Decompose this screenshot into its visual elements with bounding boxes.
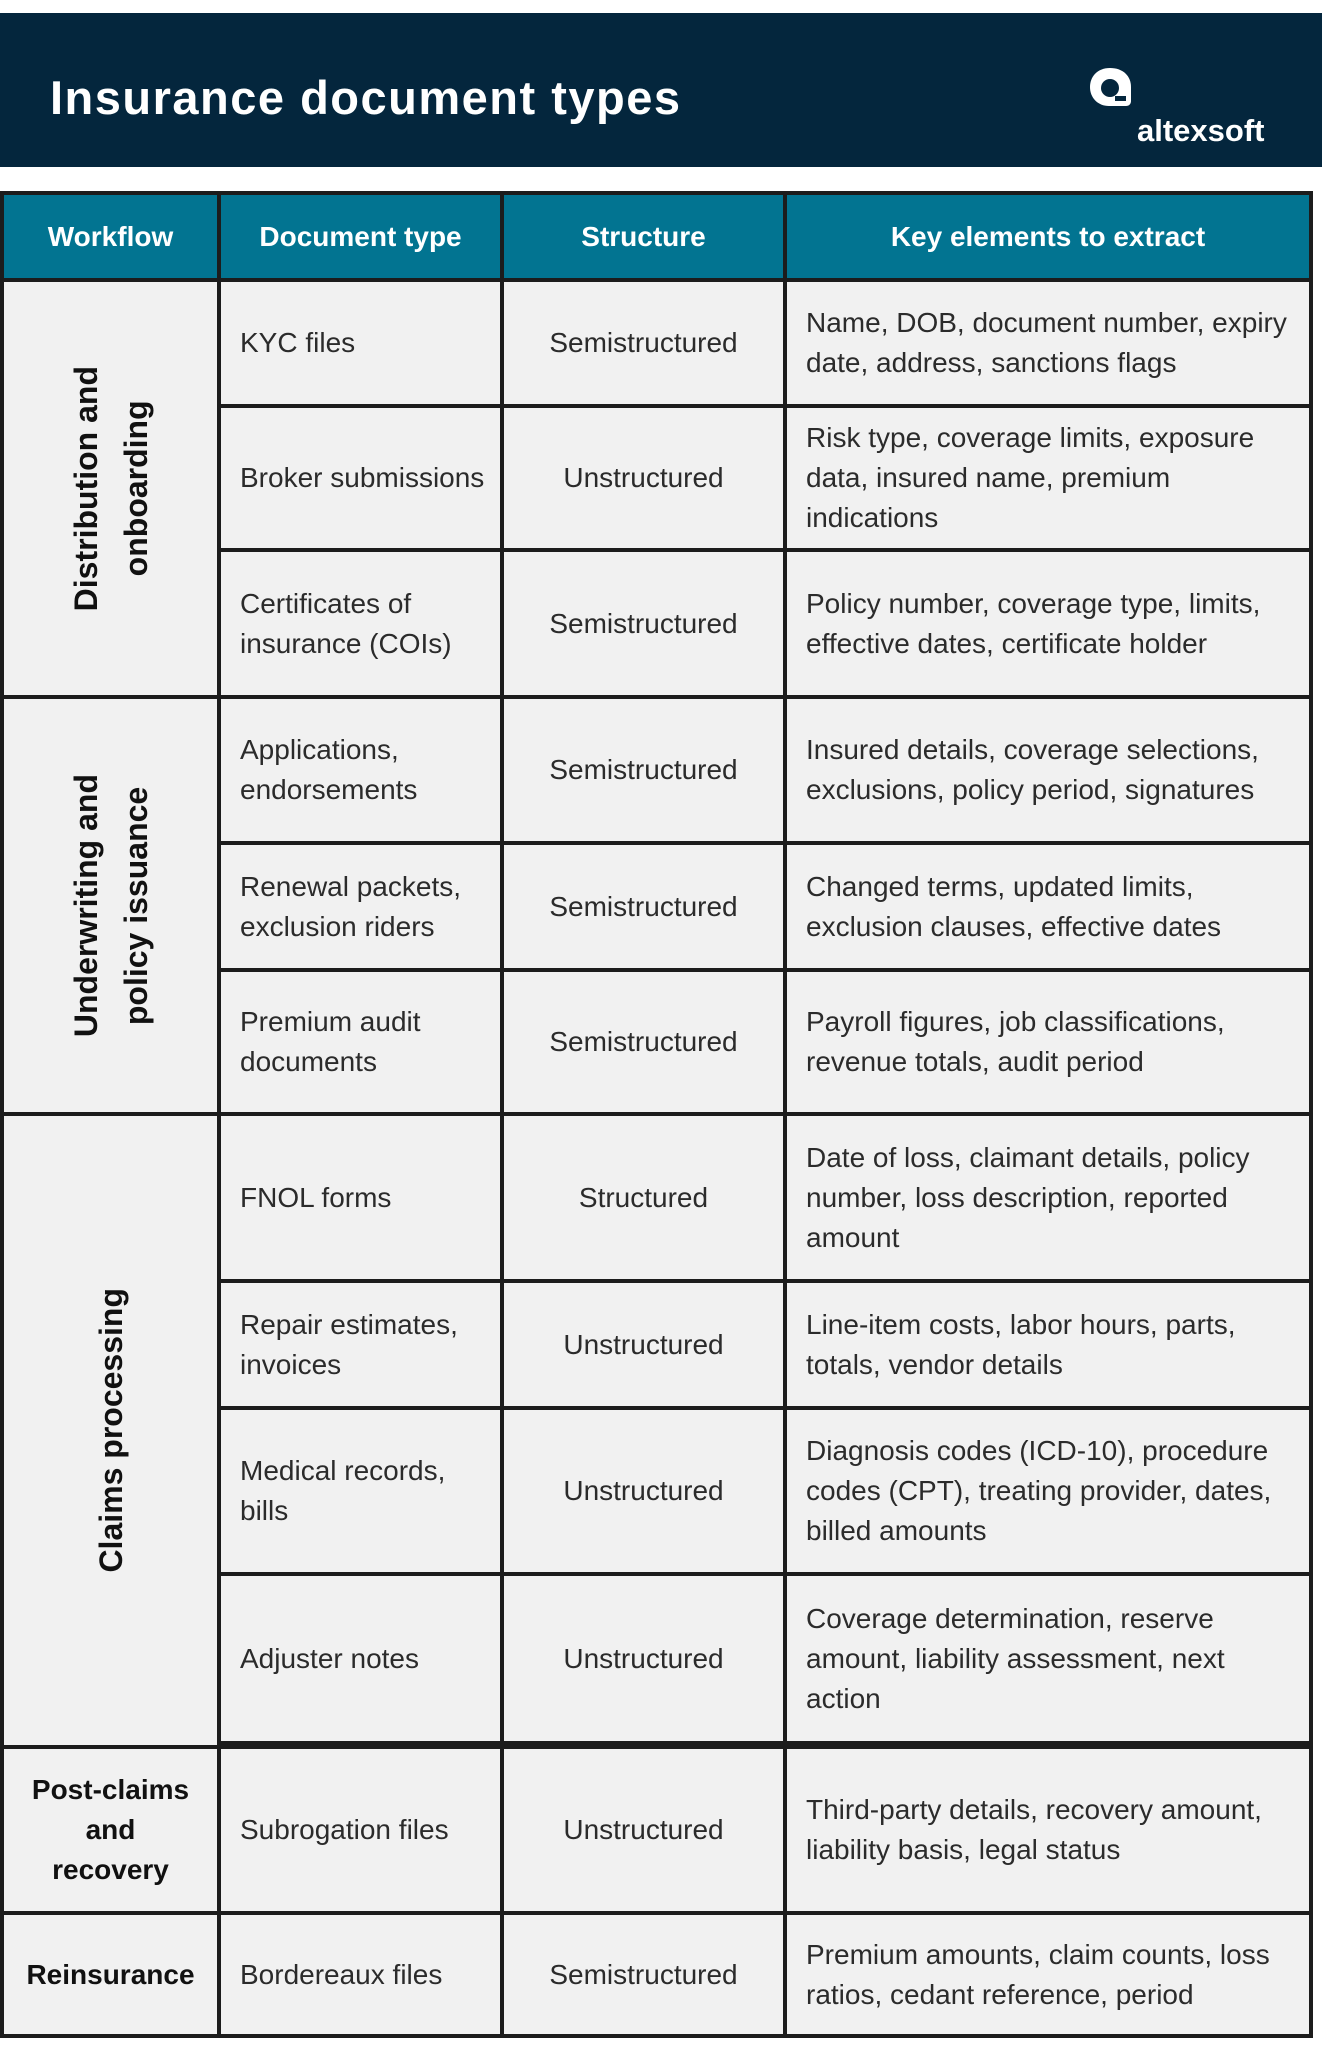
workflow-label: Claims processing — [92, 1288, 129, 1573]
document-type-cell-text: Subrogation files — [240, 1814, 449, 1845]
document-type-cell-text: FNOL forms — [240, 1181, 392, 1213]
structure-cell-text: Semistructured — [549, 754, 738, 785]
structure-cell-text: Semistructured — [549, 890, 738, 922]
structure-cell: Unstructured — [504, 408, 783, 548]
key-elements-cell: Diagnosis codes (ICD-10), procedure code… — [787, 1410, 1309, 1572]
key-elements-cell-text: Insured details, coverage selections, ex… — [806, 734, 1259, 805]
workflow-label: Reinsurance — [26, 1958, 195, 1990]
document-type-cell: Applications, endorsements — [221, 699, 500, 841]
key-elements-cell-text: Date of loss, claimant details, policy n… — [806, 1141, 1250, 1253]
key-elements-cell-text: Line-item costs, labor hours, parts, tot… — [806, 1308, 1236, 1380]
structure-cell: Semistructured — [504, 845, 783, 968]
document-type-cell-text: Repair estimates, invoices — [240, 1308, 458, 1380]
key-elements-cell: Name, DOB, document number, expiry date,… — [787, 282, 1309, 404]
key-elements-cell-text: Diagnosis codes (ICD-10), procedure code… — [806, 1435, 1272, 1546]
document-type-cell: Renewal packets, exclusion riders — [221, 845, 500, 968]
document-type-cell: Premium audit documents — [221, 972, 500, 1112]
structure-cell: Unstructured — [504, 1283, 783, 1406]
key-elements-cell: Risk type, coverage limits, exposure dat… — [787, 408, 1309, 548]
workflow-cell-post-claims: Post-claims and recovery — [4, 1749, 217, 1911]
document-type-cell-text: Bordereaux files — [240, 1958, 443, 1990]
workflow-cell-reinsurance: Reinsurance — [4, 1915, 217, 2034]
structure-cell: Unstructured — [504, 1576, 783, 1741]
document-type-cell-text: Applications, endorsements — [240, 734, 418, 805]
document-type-cell: Bordereaux files — [221, 1915, 500, 2034]
structure-cell-text: Semistructured — [549, 1026, 738, 1057]
column-header-structure: Structure — [504, 195, 783, 278]
key-elements-cell-text: Payroll figures, job classifications, re… — [806, 1006, 1225, 1077]
structure-cell-text: Unstructured — [563, 1642, 724, 1674]
document-type-cell-text: Medical records, bills — [240, 1455, 446, 1526]
document-type-cell: Repair estimates, invoices — [221, 1283, 500, 1406]
structure-cell-text: Unstructured — [563, 1328, 724, 1360]
workflow-cell-claims: Claims processing — [4, 1116, 217, 1745]
document-type-cell-text: KYC files — [240, 327, 356, 358]
header-banner: Insurance document types altexsoft — [0, 13, 1322, 167]
key-elements-cell: Policy number, coverage type, limits, ef… — [787, 552, 1309, 695]
key-elements-cell-text: Third-party details, recovery amount, li… — [806, 1794, 1262, 1865]
document-type-cell: Adjuster notes — [221, 1576, 500, 1741]
key-elements-cell-text: Changed terms, updated limits, exclusion… — [806, 870, 1222, 942]
key-elements-cell-text: Name, DOB, document number, expiry date,… — [806, 307, 1287, 378]
key-elements-cell: Premium amounts, claim counts, loss rati… — [787, 1915, 1309, 2034]
document-type-cell: Subrogation files — [221, 1749, 500, 1911]
document-type-cell-text: Adjuster notes — [240, 1642, 419, 1674]
workflow-label: Underwriting and policy issuance — [67, 773, 154, 1038]
structure-cell: Semistructured — [504, 552, 783, 695]
workflow-cell-underwriting: Underwriting and policy issuance — [4, 699, 217, 1112]
key-elements-cell: Line-item costs, labor hours, parts, tot… — [787, 1283, 1309, 1406]
document-type-cell: Certificates of insurance (COIs) — [221, 552, 500, 695]
document-type-cell-text: Broker submissions — [240, 462, 485, 493]
key-elements-cell: Date of loss, claimant details, policy n… — [787, 1116, 1309, 1279]
key-elements-cell: Payroll figures, job classifications, re… — [787, 972, 1309, 1112]
workflow-label: Post-claims and recovery — [31, 1774, 190, 1885]
document-type-cell: KYC files — [221, 282, 500, 404]
document-type-cell-text: Renewal packets, exclusion riders — [240, 870, 462, 942]
key-elements-cell-text: Coverage determination, reserve amount, … — [806, 1602, 1225, 1714]
key-elements-cell: Third-party details, recovery amount, li… — [787, 1749, 1309, 1911]
key-elements-cell-text: Risk type, coverage limits, exposure dat… — [806, 422, 1255, 533]
structure-cell: Semistructured — [504, 972, 783, 1112]
structure-cell: Semistructured — [504, 1915, 783, 2034]
workflow-label: Distribution and onboarding — [67, 365, 154, 612]
document-types-table: Workflow Document type Structure Key ele… — [0, 191, 1313, 2038]
altexsoft-logo: altexsoft — [1082, 65, 1302, 151]
altexsoft-logo-icon — [1090, 68, 1131, 106]
page-title: Insurance document types — [50, 71, 682, 124]
structure-cell-text: Unstructured — [563, 462, 724, 493]
structure-cell: Semistructured — [504, 699, 783, 841]
document-type-cell: FNOL forms — [221, 1116, 500, 1279]
structure-cell: Structured — [504, 1116, 783, 1279]
document-type-cell: Broker submissions — [221, 408, 500, 548]
structure-cell-text: Unstructured — [563, 1475, 724, 1506]
document-type-cell-text: Certificates of insurance (COIs) — [240, 587, 452, 659]
structure-cell-text: Semistructured — [549, 607, 738, 639]
structure-cell: Semistructured — [504, 282, 783, 404]
key-elements-cell: Coverage determination, reserve amount, … — [787, 1576, 1309, 1741]
key-elements-cell: Changed terms, updated limits, exclusion… — [787, 845, 1309, 968]
logo-text: altexsoft — [1137, 113, 1265, 148]
document-type-cell-text: Premium audit documents — [240, 1006, 421, 1077]
structure-cell-text: Structured — [578, 1181, 709, 1213]
column-header-document-type: Document type — [221, 195, 500, 278]
structure-cell-text: Semistructured — [549, 1958, 738, 1990]
structure-cell: Unstructured — [504, 1410, 783, 1572]
key-elements-cell: Insured details, coverage selections, ex… — [787, 699, 1309, 841]
structure-cell-text: Unstructured — [563, 1814, 724, 1845]
key-elements-cell-text: Policy number, coverage type, limits, ef… — [806, 587, 1261, 659]
structure-cell-text: Semistructured — [549, 327, 738, 358]
column-header-workflow: Workflow — [4, 195, 217, 278]
column-header-key-elements: Key elements to extract — [787, 195, 1309, 278]
key-elements-cell-text: Premium amounts, claim counts, loss rati… — [806, 1938, 1270, 2010]
structure-cell: Unstructured — [504, 1749, 783, 1911]
workflow-cell-distribution: Distribution and onboarding — [4, 282, 217, 695]
document-type-cell: Medical records, bills — [221, 1410, 500, 1572]
